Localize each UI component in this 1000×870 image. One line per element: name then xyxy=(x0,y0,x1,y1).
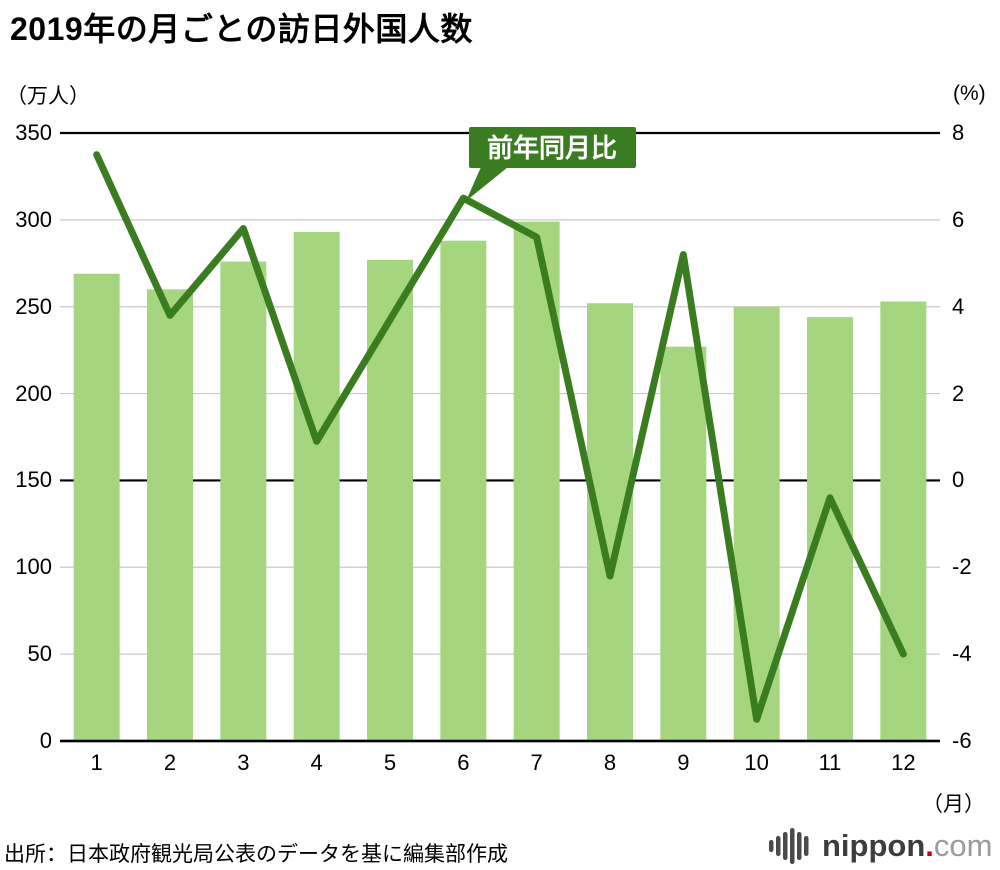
bar-month-5 xyxy=(367,259,413,741)
bar-month-4 xyxy=(293,232,340,741)
left-axis-tick-300: 300 xyxy=(15,206,52,232)
x-axis-label-10: 10 xyxy=(744,750,769,775)
right-axis-tick-6: 6 xyxy=(952,206,965,232)
left-axis-tick-350: 350 xyxy=(15,120,52,145)
right-axis-tick-0: 0 xyxy=(952,467,965,493)
source-note: 出所：日本政府観光局公表のデータを基に編集部作成 xyxy=(4,843,508,866)
bar-month-2 xyxy=(147,289,193,741)
right-axis-tick-4: 4 xyxy=(952,293,965,319)
logo-dot: . xyxy=(925,828,934,863)
left-axis-tick-200: 200 xyxy=(15,380,52,406)
x-axis-label-6: 6 xyxy=(457,750,470,775)
left-axis-tick-150: 150 xyxy=(15,467,52,493)
left-axis-tick-0: 0 xyxy=(39,728,52,753)
x-axis-label-1: 1 xyxy=(90,750,103,775)
right-axis-tick--6: -6 xyxy=(952,728,972,753)
x-axis-unit-label: （月） xyxy=(922,793,985,816)
right-axis-tick--2: -2 xyxy=(952,554,972,580)
left-axis-unit-label: （万人） xyxy=(6,85,90,108)
x-axis-label-11: 11 xyxy=(818,750,842,775)
annotation-label: 前年同月比 xyxy=(487,133,617,163)
x-axis-label-8: 8 xyxy=(603,750,617,775)
bar-month-8 xyxy=(587,303,633,741)
bar-month-3 xyxy=(220,261,267,741)
left-axis-tick-250: 250 xyxy=(15,293,52,319)
logo-nippon-text: nippon xyxy=(822,828,926,863)
annotation-pointer xyxy=(466,167,508,201)
chart-title: 2019年の月ごとの訪日外国人数 xyxy=(10,11,473,47)
right-axis-tick--4: -4 xyxy=(952,641,972,667)
nippon-logo-wordmark: nippon.com xyxy=(822,824,993,868)
bar-month-12 xyxy=(880,301,927,741)
x-axis-label-5: 5 xyxy=(383,750,397,775)
x-axis-label-4: 4 xyxy=(310,750,323,775)
x-axis-label-3: 3 xyxy=(237,750,250,775)
bar-month-9 xyxy=(660,346,707,741)
x-axis-label-7: 7 xyxy=(530,750,543,775)
nippon-logo: nippon.com xyxy=(768,824,993,868)
left-axis-tick-50: 50 xyxy=(27,641,52,667)
logo-tld-text: com xyxy=(933,828,993,863)
bar-month-1 xyxy=(73,273,120,741)
right-axis-unit-label: (%) xyxy=(953,82,986,105)
x-axis-label-2: 2 xyxy=(163,750,177,775)
bar-month-6 xyxy=(440,240,487,741)
right-axis-tick-8: 8 xyxy=(952,120,965,145)
left-axis-tick-100: 100 xyxy=(15,554,52,580)
x-axis-label-12: 12 xyxy=(891,750,916,775)
nippon-logo-bars-icon xyxy=(769,828,809,864)
annotation-box xyxy=(469,127,636,168)
x-axis-label-9: 9 xyxy=(677,750,690,775)
yoy-line xyxy=(93,151,907,723)
right-axis-tick-2: 2 xyxy=(952,380,965,406)
